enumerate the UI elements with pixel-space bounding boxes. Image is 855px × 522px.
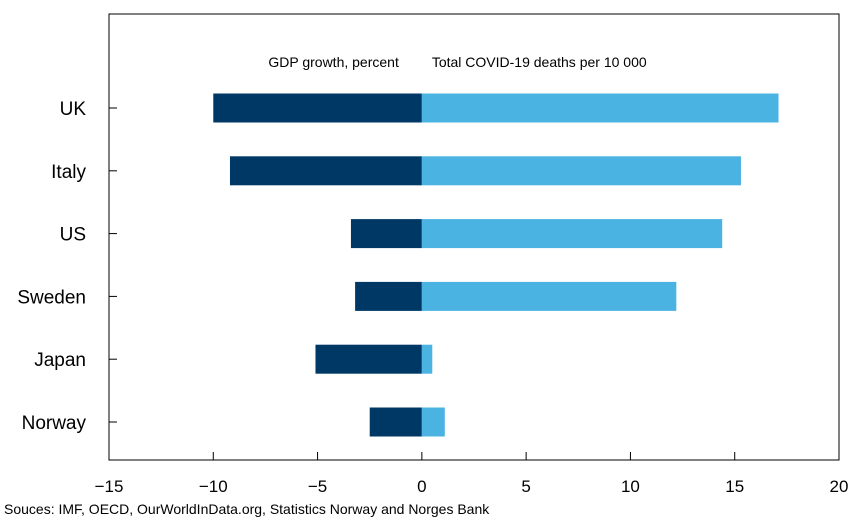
category-label-italy: Italy <box>51 162 86 183</box>
x-axis: −15 −10 −5 0 5 10 15 20 <box>95 452 849 496</box>
bar-gdp-japan <box>315 344 422 374</box>
bar-deaths-sweden <box>421 281 677 311</box>
bar-deaths-uk <box>421 93 779 123</box>
category-label-japan: Japan <box>34 350 86 371</box>
y-axis: UK Italy US Sweden Japan Norway <box>17 99 117 434</box>
bar-gdp-us <box>350 219 422 249</box>
bars-group <box>213 93 779 437</box>
x-tick-label: −5 <box>308 477 327 496</box>
source-note: Souces: IMF, OECD, OurWorldInData.org, S… <box>4 501 490 517</box>
x-tick-label: 5 <box>521 477 530 496</box>
legend-gdp: GDP growth, percent <box>268 54 399 70</box>
bar-deaths-norway <box>421 407 445 437</box>
x-tick-label: 0 <box>417 477 426 496</box>
bar-gdp-italy <box>229 156 422 186</box>
x-tick-label: 15 <box>725 477 744 496</box>
bar-gdp-sweden <box>355 281 422 311</box>
category-label-uk: UK <box>60 99 87 120</box>
legend-deaths: Total COVID-19 deaths per 10 000 <box>432 54 647 70</box>
legend: GDP growth, percent Total COVID-19 deaths… <box>268 54 646 70</box>
bar-deaths-japan <box>421 344 433 374</box>
category-label-sweden: Sweden <box>17 287 86 308</box>
bar-deaths-us <box>421 219 723 249</box>
bar-gdp-uk <box>213 93 422 123</box>
x-tick-label: 20 <box>830 477 849 496</box>
bar-deaths-italy <box>421 156 741 186</box>
x-tick-label: −15 <box>95 477 124 496</box>
bar-gdp-norway <box>369 407 422 437</box>
x-tick-label: 10 <box>621 477 640 496</box>
x-tick-label: −10 <box>199 477 228 496</box>
plot-frame <box>108 13 840 461</box>
category-label-norway: Norway <box>22 413 87 434</box>
category-label-us: US <box>60 225 86 246</box>
